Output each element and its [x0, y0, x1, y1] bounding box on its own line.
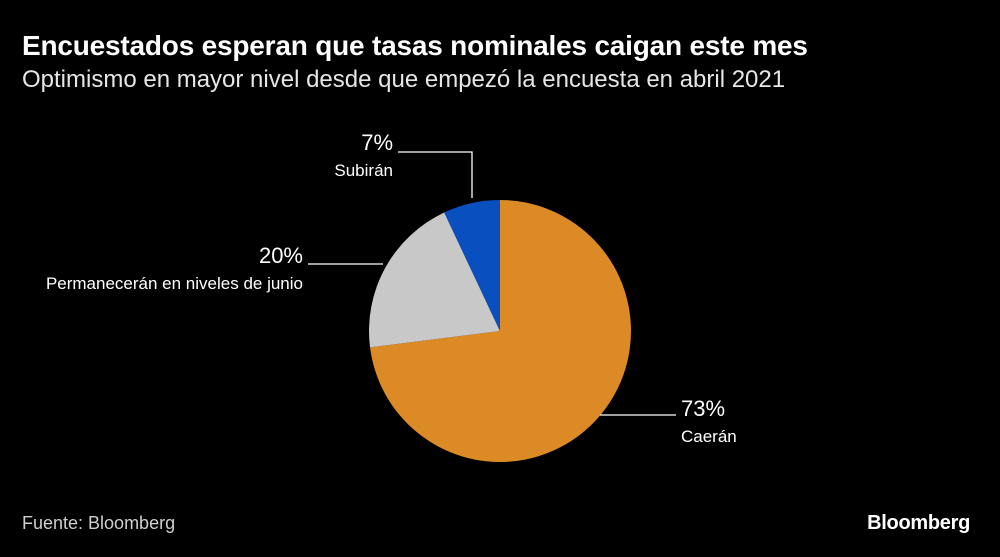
slice-category-label-1: Caerán: [681, 427, 737, 446]
pie-slices: [368, 200, 631, 462]
pie-slice-1: [370, 200, 631, 462]
pie-annotations: 73% Caerán 20% Permanecerán en niveles de j…: [46, 130, 737, 446]
chart-subtitle: Optimismo en mayor nivel desde que empez…: [22, 66, 786, 93]
slice-value-label-2: 20%: [259, 243, 303, 268]
pie-slice-2: [368, 212, 500, 348]
pie-slice-3: [444, 200, 500, 331]
slice-value-label-3: 7%: [361, 130, 393, 155]
slice-value-label-1: 73%: [681, 396, 725, 421]
leader-line-3: [398, 151, 473, 198]
chart-title: Encuestados esperan que tasas nominales …: [22, 30, 808, 61]
slice-category-label-3: Subirán: [334, 161, 393, 180]
bloomberg-logo: Bloomberg: [867, 512, 970, 534]
source-note: Fuente: Bloomberg: [22, 513, 176, 533]
slice-category-label-2: Permanecerán en niveles de junio: [46, 274, 303, 293]
